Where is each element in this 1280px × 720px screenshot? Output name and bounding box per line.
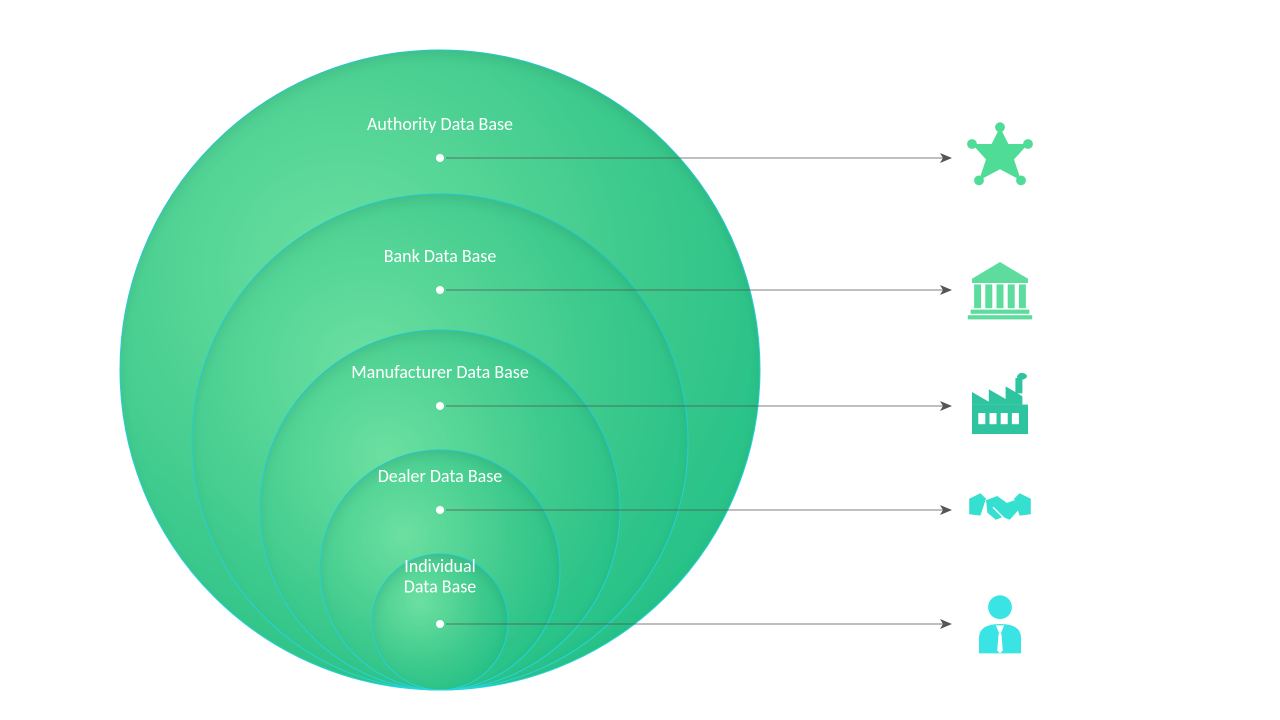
- factory-icon: [972, 373, 1028, 434]
- person-icon: [979, 595, 1021, 653]
- label-authority: Authority Data Base: [367, 113, 513, 135]
- label-dealer: Dealer Data Base: [378, 465, 503, 487]
- star-badge-icon: [967, 122, 1033, 185]
- bank-icon: [968, 262, 1032, 319]
- dot-authority: [436, 154, 444, 162]
- dot-bank: [436, 286, 444, 294]
- stacked-venn-diagram: Authority Data Base Bank Data Base Manufac…: [0, 0, 1280, 720]
- handshake-icon: [969, 493, 1031, 521]
- label-bank: Bank Data Base: [384, 245, 497, 267]
- label-manufacturer: Manufacturer Data Base: [351, 361, 529, 383]
- dot-dealer: [436, 506, 444, 514]
- dot-individual: [436, 620, 444, 628]
- icons-group: [967, 122, 1033, 653]
- label-individual: IndividualData Base: [404, 555, 476, 598]
- dot-manufacturer: [436, 402, 444, 410]
